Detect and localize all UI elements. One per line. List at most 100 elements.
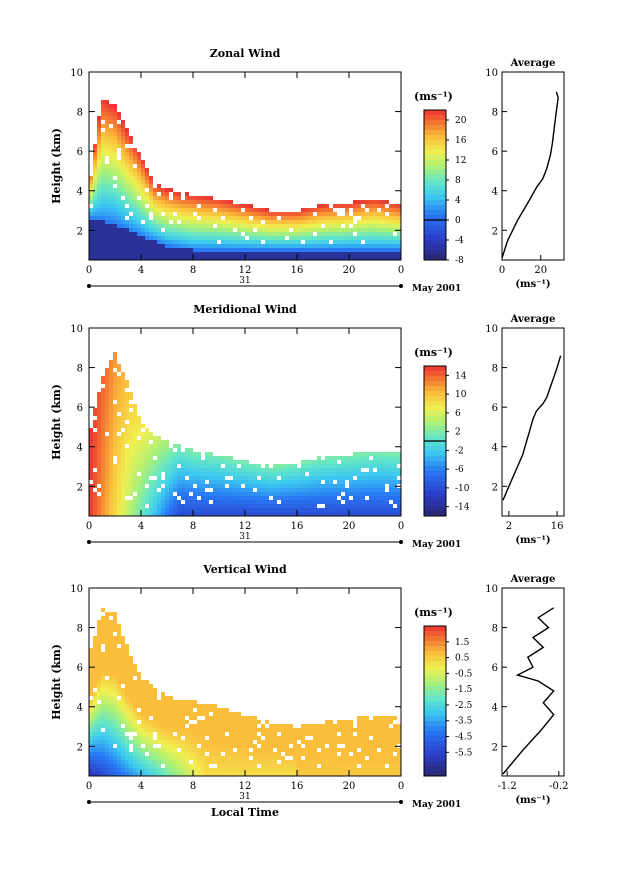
x-tick-label: 0 — [86, 265, 92, 276]
x-tick-label: 0 — [86, 521, 92, 532]
colorbar-tick-label: -10 — [455, 484, 470, 494]
colorbar-tick-label: -8 — [455, 256, 464, 266]
y-tick-label: 6 — [77, 663, 83, 674]
average-x-tick-label: 16 — [551, 521, 564, 532]
y-tick-label: 2 — [77, 482, 83, 493]
x-tick-label: 4 — [138, 265, 144, 276]
y-tick-label: 4 — [77, 443, 83, 454]
average-x-label: (ms⁻¹) — [515, 795, 550, 806]
y-tick-label: 8 — [77, 624, 83, 635]
y-tick-label: 4 — [77, 187, 83, 198]
average-y-tick-label: 6 — [492, 663, 498, 674]
y-tick-label: 4 — [77, 703, 83, 714]
average-frame — [501, 327, 565, 517]
colorbar-tick-label: -3.5 — [455, 717, 473, 727]
x-tick-label: 12 — [239, 781, 252, 792]
average-y-tick-label: 8 — [492, 624, 498, 635]
colorbar-tick-label: 4 — [455, 196, 461, 206]
average-y-tick-label: 10 — [485, 584, 498, 595]
average-x-tick-label: -0.2 — [549, 781, 568, 792]
colorbar-unit: (ms⁻¹) — [414, 346, 453, 359]
average-y-tick-label: 2 — [492, 482, 498, 493]
average-title: Average — [510, 314, 556, 325]
y-tick-label: 10 — [70, 584, 83, 595]
day-label: 31 — [239, 276, 250, 286]
average-x-tick-label: 0 — [499, 265, 505, 276]
day-end-marker — [399, 284, 403, 288]
colorbar-tick-label: 20 — [455, 116, 467, 126]
y-tick-label: 10 — [70, 68, 83, 79]
average-y-tick-label: 10 — [485, 324, 498, 335]
colorbar-tick-label: -4 — [455, 236, 464, 246]
average-profile-line — [502, 607, 555, 775]
colorbar-tick-label: 10 — [455, 390, 467, 400]
x-tick-label: 20 — [343, 521, 356, 532]
x-tick-label: 0 — [398, 265, 404, 276]
colorbar-unit: (ms⁻¹) — [414, 606, 453, 619]
colorbar-tick-label: 1.5 — [455, 638, 470, 648]
average-y-tick-label: 2 — [492, 742, 498, 753]
colorbar-tick-label: 0 — [455, 216, 461, 226]
colorbar-tick-label: 0.5 — [455, 654, 470, 664]
x-tick-label: 4 — [138, 521, 144, 532]
day-end-marker — [399, 540, 403, 544]
colorbar-tick-label: 12 — [455, 156, 466, 166]
y-axis-label: Height (km) — [50, 644, 63, 720]
average-y-tick-label: 4 — [492, 703, 498, 714]
average-y-tick-label: 8 — [492, 108, 498, 119]
colorbar-tick-label: -1.5 — [455, 685, 473, 695]
colorbar-tick-label: 8 — [455, 176, 461, 186]
average-x-label: (ms⁻¹) — [515, 279, 550, 290]
y-tick-label: 6 — [77, 403, 83, 414]
colorbar-tick-label: 16 — [455, 136, 467, 146]
colorbar-tick-label: -2.5 — [455, 701, 473, 711]
y-tick-label: 2 — [77, 226, 83, 237]
y-tick-label: 8 — [77, 108, 83, 119]
date-label: May 2001 — [412, 540, 461, 550]
colorbar-frame — [423, 625, 447, 777]
average-y-tick-label: 4 — [492, 187, 498, 198]
average-title: Average — [510, 574, 556, 585]
x-tick-label: 20 — [343, 781, 356, 792]
date-label: May 2001 — [412, 800, 461, 810]
panel-1: Meridional Wind 2 4 6 8 10 Height (km) 0 4 8 12 16 2… — [50, 303, 565, 550]
average-profile-line — [501, 91, 559, 259]
y-tick-label: 2 — [77, 742, 83, 753]
x-tick-label: 0 — [86, 781, 92, 792]
x-tick-label: 0 — [398, 781, 404, 792]
colorbar-tick-label: -4.5 — [455, 733, 473, 743]
colorbar-tick-label: -0.5 — [455, 669, 473, 679]
average-profile-line — [502, 355, 562, 501]
average-x-label: (ms⁻¹) — [515, 535, 550, 546]
y-tick-label: 8 — [77, 364, 83, 375]
y-tick-label: 10 — [70, 324, 83, 335]
average-frame — [501, 587, 565, 777]
colorbar-tick-label: -14 — [455, 503, 470, 513]
colorbar-tick-label: -6 — [455, 465, 464, 475]
average-y-tick-label: 6 — [492, 147, 498, 158]
x-tick-label: 16 — [291, 781, 304, 792]
average-y-tick-label: 6 — [492, 403, 498, 414]
x-tick-label: 4 — [138, 781, 144, 792]
average-frame — [501, 71, 565, 261]
panel-title: Zonal Wind — [210, 47, 281, 60]
day-label: 31 — [239, 532, 250, 542]
day-start-marker — [87, 284, 91, 288]
x-tick-label: 0 — [398, 521, 404, 532]
x-tick-label: 8 — [190, 781, 196, 792]
x-tick-label: 16 — [291, 265, 304, 276]
y-axis-label: Height (km) — [50, 384, 63, 460]
x-tick-label: 20 — [343, 265, 356, 276]
x-tick-label: 16 — [291, 521, 304, 532]
colorbar-unit: (ms⁻¹) — [414, 90, 453, 103]
day-label: 31 — [239, 792, 250, 802]
colorbar-frame — [423, 109, 447, 261]
colorbar-tick-label: 2 — [455, 428, 461, 438]
day-end-marker — [399, 800, 403, 804]
colorbar-tick-label: 6 — [455, 409, 461, 419]
panel-title: Vertical Wind — [202, 563, 287, 576]
x-tick-label: 12 — [239, 265, 252, 276]
